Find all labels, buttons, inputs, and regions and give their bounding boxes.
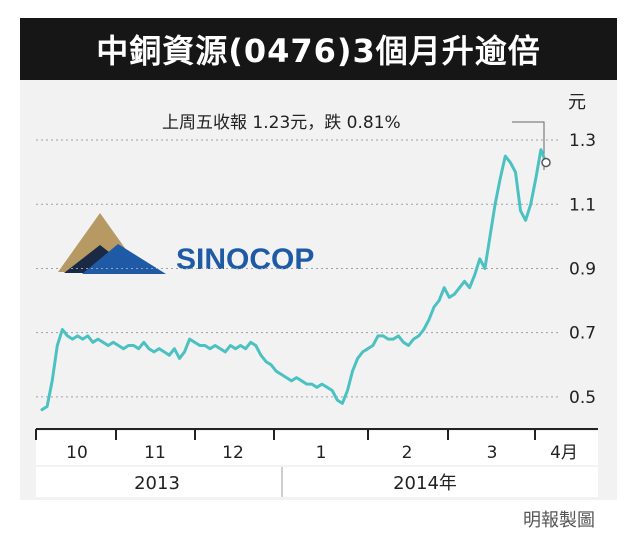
month-label: 1 bbox=[316, 443, 327, 463]
sinocop-logo: SINOCOP bbox=[58, 213, 314, 276]
price-line bbox=[40, 148, 548, 412]
logo-text: SINOCOP bbox=[176, 243, 314, 276]
last-price-marker bbox=[541, 157, 551, 168]
y-tick-label: 0.7 bbox=[569, 324, 596, 344]
y-tick-label: 0.5 bbox=[569, 388, 596, 408]
month-label-strip bbox=[36, 431, 598, 465]
month-label: 12 bbox=[222, 443, 244, 463]
price-chart: SINOCOP 元 上周五收報 1.23元，跌 0.81% 2013 2014年… bbox=[35, 92, 598, 497]
month-label: 4月 bbox=[550, 443, 578, 463]
chart-title: 中銅資源(0476)3個月升逾倍 bbox=[96, 32, 541, 70]
chart-credit: 明報製圖 bbox=[523, 510, 595, 531]
year-label-2014: 2014年 bbox=[393, 473, 457, 494]
y-tick-label: 0.9 bbox=[569, 259, 596, 279]
month-label: 11 bbox=[144, 443, 166, 463]
price-annotation: 上周五收報 1.23元，跌 0.81% bbox=[162, 113, 401, 133]
year-label-2013: 2013 bbox=[134, 473, 180, 494]
y-tick-label: 1.3 bbox=[569, 131, 596, 151]
year-label-strip bbox=[36, 467, 598, 497]
y-tick-label: 1.1 bbox=[569, 195, 596, 215]
month-label: 10 bbox=[66, 443, 88, 463]
chart-panel: SINOCOP 元 上周五收報 1.23元，跌 0.81% 2013 2014年… bbox=[20, 80, 617, 500]
title-bar: 中銅資源(0476)3個月升逾倍 bbox=[20, 18, 617, 80]
month-label: 3 bbox=[487, 443, 498, 463]
month-label: 2 bbox=[402, 443, 413, 463]
unit-label: 元 bbox=[568, 92, 586, 113]
logo-mountain-blue bbox=[82, 244, 166, 274]
